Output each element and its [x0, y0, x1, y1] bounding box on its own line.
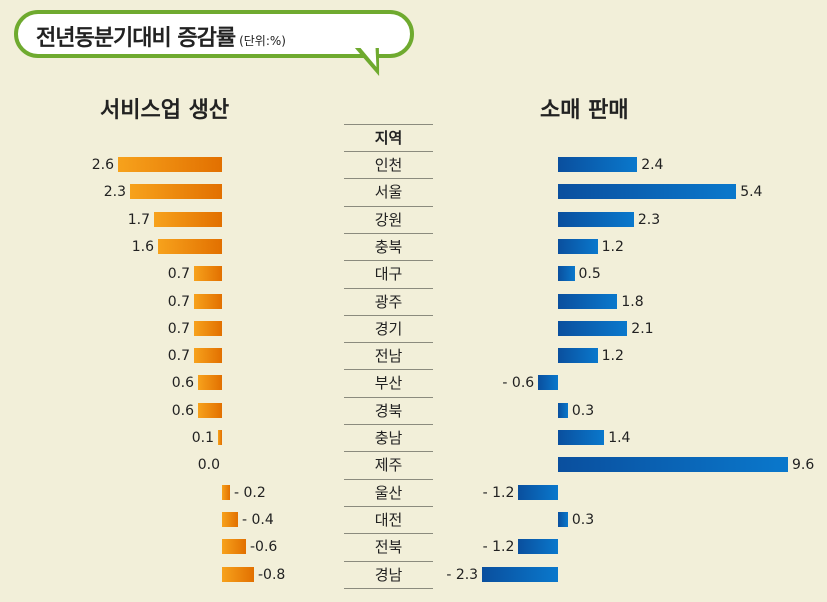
- service-bar: [118, 157, 222, 172]
- retail-label: 1.2: [601, 238, 624, 255]
- service-label: - 0.4: [242, 511, 274, 528]
- retail-bar: [558, 402, 568, 418]
- retail-label: 9.6: [792, 457, 815, 474]
- region-cell: 대구: [344, 260, 433, 288]
- region-cell: 제주: [344, 451, 433, 479]
- right-chart-title: 소매 판매: [540, 98, 629, 123]
- left-chart-title: 서비스업 생산: [100, 98, 230, 123]
- retail-label: 1.8: [621, 293, 644, 310]
- retail-bar: [558, 320, 628, 336]
- service-bar: [218, 430, 222, 445]
- chart-title: 전년동분기대비 증감률 (단위:%): [36, 26, 286, 51]
- retail-label: 0.5: [578, 266, 601, 283]
- retail-label: 2.1: [631, 320, 654, 337]
- service-label: 2.6: [91, 157, 114, 173]
- service-label: 2.3: [103, 184, 126, 201]
- region-cell: 서울: [344, 178, 433, 206]
- service-bar: [222, 566, 254, 582]
- table-bottom-line: [344, 587, 433, 589]
- service-bar: [158, 238, 222, 254]
- service-label: 0.7: [167, 266, 190, 283]
- service-bar: [154, 211, 222, 227]
- service-label: 0.7: [167, 320, 190, 337]
- service-bar: [222, 484, 230, 500]
- retail-label: 5.4: [740, 184, 763, 201]
- service-bar: [194, 266, 222, 282]
- retail-label: 1.2: [601, 348, 624, 365]
- service-bar: [194, 320, 222, 336]
- retail-bar: [558, 457, 788, 473]
- service-label: 0.7: [167, 348, 190, 365]
- retail-label: 1.4: [608, 430, 631, 446]
- region-cell: 전남: [344, 342, 433, 370]
- unit-label: (단위:%): [239, 34, 286, 48]
- retail-bar: [558, 211, 634, 227]
- region-cell: 대전: [344, 505, 433, 534]
- service-bar: [198, 402, 222, 418]
- service-bar: [222, 539, 246, 555]
- retail-bar: [538, 375, 558, 391]
- service-bar: [222, 511, 238, 527]
- service-bar: [194, 293, 222, 309]
- retail-bar: [558, 348, 598, 364]
- region-cell: 부산: [344, 369, 433, 397]
- service-label: 0.1: [191, 430, 214, 446]
- retail-label: 0.3: [571, 402, 595, 419]
- retail-label: - 0.6: [502, 375, 535, 392]
- region-cell: 경남: [344, 560, 433, 589]
- retail-bar: [558, 293, 618, 309]
- retail-bar: [558, 184, 737, 200]
- region-cell: 경기: [344, 314, 433, 343]
- service-label: 0.0: [197, 457, 220, 474]
- retail-bar: [558, 511, 568, 527]
- service-label: -0.8: [258, 566, 286, 583]
- retail-bar: [558, 157, 638, 172]
- retail-bar: [558, 430, 605, 445]
- retail-bar: [518, 484, 558, 500]
- retail-label: - 1.2: [482, 539, 515, 556]
- region-header: 지역: [344, 124, 433, 152]
- service-label: - 0.2: [234, 484, 266, 501]
- region-cell: 강원: [344, 205, 433, 234]
- retail-label: 2.4: [641, 157, 664, 173]
- service-bar: [194, 348, 222, 364]
- region-cell: 경북: [344, 396, 433, 425]
- service-label: 0.7: [167, 293, 190, 310]
- retail-bar: [558, 266, 575, 282]
- retail-label: 2.3: [637, 211, 661, 228]
- retail-bar: [482, 566, 558, 582]
- retail-bar: [518, 539, 558, 555]
- service-bar: [130, 184, 222, 200]
- service-label: -0.6: [250, 539, 278, 556]
- service-label: 0.6: [171, 375, 194, 392]
- region-cell: 인천: [344, 151, 433, 179]
- retail-label: 0.3: [571, 511, 595, 528]
- title-bubble: [14, 10, 414, 58]
- service-bar: [198, 375, 222, 391]
- region-cell: 울산: [344, 478, 433, 507]
- service-label: 1.7: [127, 211, 150, 228]
- retail-bar: [558, 238, 598, 254]
- region-cell: 충북: [344, 232, 433, 261]
- region-cell: 충남: [344, 424, 433, 452]
- retail-label: - 1.2: [482, 484, 515, 501]
- service-label: 0.6: [171, 402, 194, 419]
- region-cell: 광주: [344, 287, 433, 316]
- retail-label: - 2.3: [446, 566, 479, 583]
- region-cell: 전북: [344, 533, 433, 561]
- service-label: 1.6: [131, 238, 154, 255]
